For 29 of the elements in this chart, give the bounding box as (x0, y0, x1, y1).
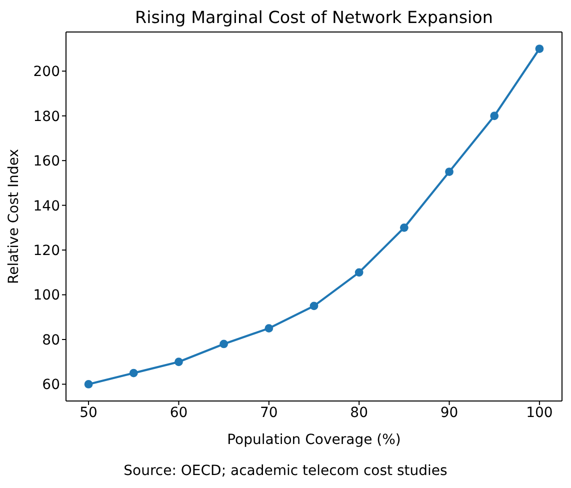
x-tick-label: 100 (526, 404, 553, 421)
chart-title: Rising Marginal Cost of Network Expansion (134, 7, 494, 27)
y-tick-label: 140 (33, 198, 60, 214)
source-note: Source: OECD; academic telecom cost studies (122, 462, 448, 480)
x-axis-title: Population Coverage (%) (227, 432, 401, 448)
y-tick-label: 200 (33, 64, 60, 80)
point (84, 380, 93, 388)
x-tick-label: 90 (440, 404, 458, 421)
point (354, 268, 364, 277)
y-tick-label: 120 (33, 243, 60, 260)
x-tick-label: 80 (350, 404, 368, 421)
point (174, 358, 183, 366)
point (445, 168, 454, 176)
y-tick-label: 60 (42, 377, 60, 394)
y-tick-label: 80 (42, 332, 60, 348)
y-tick-label: 160 (33, 154, 60, 170)
point (535, 44, 544, 53)
x-tick-label: 50 (80, 404, 98, 421)
point (400, 223, 408, 232)
point (129, 368, 138, 378)
point (490, 112, 499, 120)
y-axis-title: Relative Cost Index (6, 148, 22, 284)
point (220, 340, 228, 348)
point (264, 324, 274, 333)
point (310, 302, 318, 310)
x-tick-label: 60 (170, 404, 188, 421)
x-tick-label: 70 (260, 404, 278, 421)
y-tick-label: 100 (33, 288, 60, 304)
y-tick-label: 180 (33, 108, 60, 125)
